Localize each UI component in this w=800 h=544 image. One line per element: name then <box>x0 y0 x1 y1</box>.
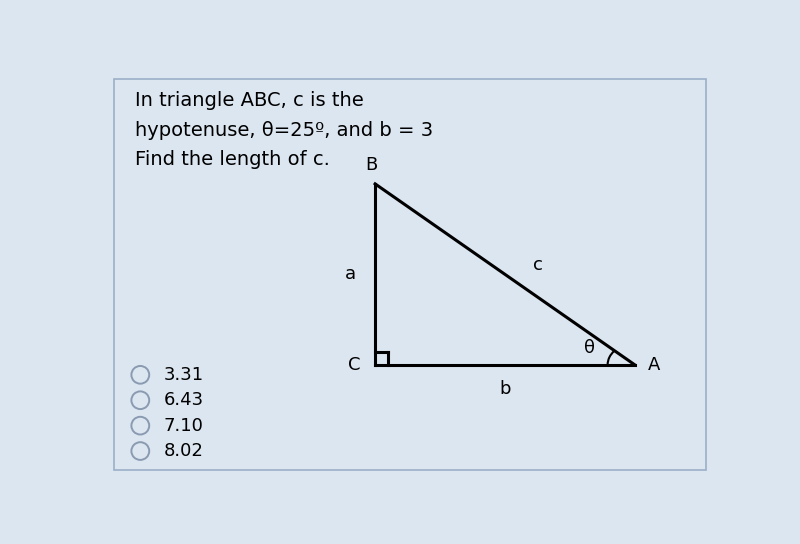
Text: C: C <box>348 356 361 374</box>
Text: A: A <box>648 356 660 374</box>
Text: hypotenuse, θ=25º, and b = 3: hypotenuse, θ=25º, and b = 3 <box>135 121 433 140</box>
Text: c: c <box>533 256 542 274</box>
Text: 6.43: 6.43 <box>163 391 204 409</box>
Text: 7.10: 7.10 <box>163 417 203 435</box>
Text: Find the length of c.: Find the length of c. <box>135 150 330 169</box>
Circle shape <box>131 442 150 460</box>
Text: b: b <box>499 380 510 398</box>
Text: In triangle ABC, c is the: In triangle ABC, c is the <box>135 91 364 110</box>
Text: θ: θ <box>584 339 595 357</box>
Circle shape <box>131 366 150 384</box>
Text: a: a <box>345 265 356 283</box>
Text: 3.31: 3.31 <box>163 366 204 384</box>
Text: 8.02: 8.02 <box>163 442 203 460</box>
Circle shape <box>131 391 150 409</box>
Circle shape <box>131 417 150 435</box>
Text: B: B <box>365 156 378 174</box>
